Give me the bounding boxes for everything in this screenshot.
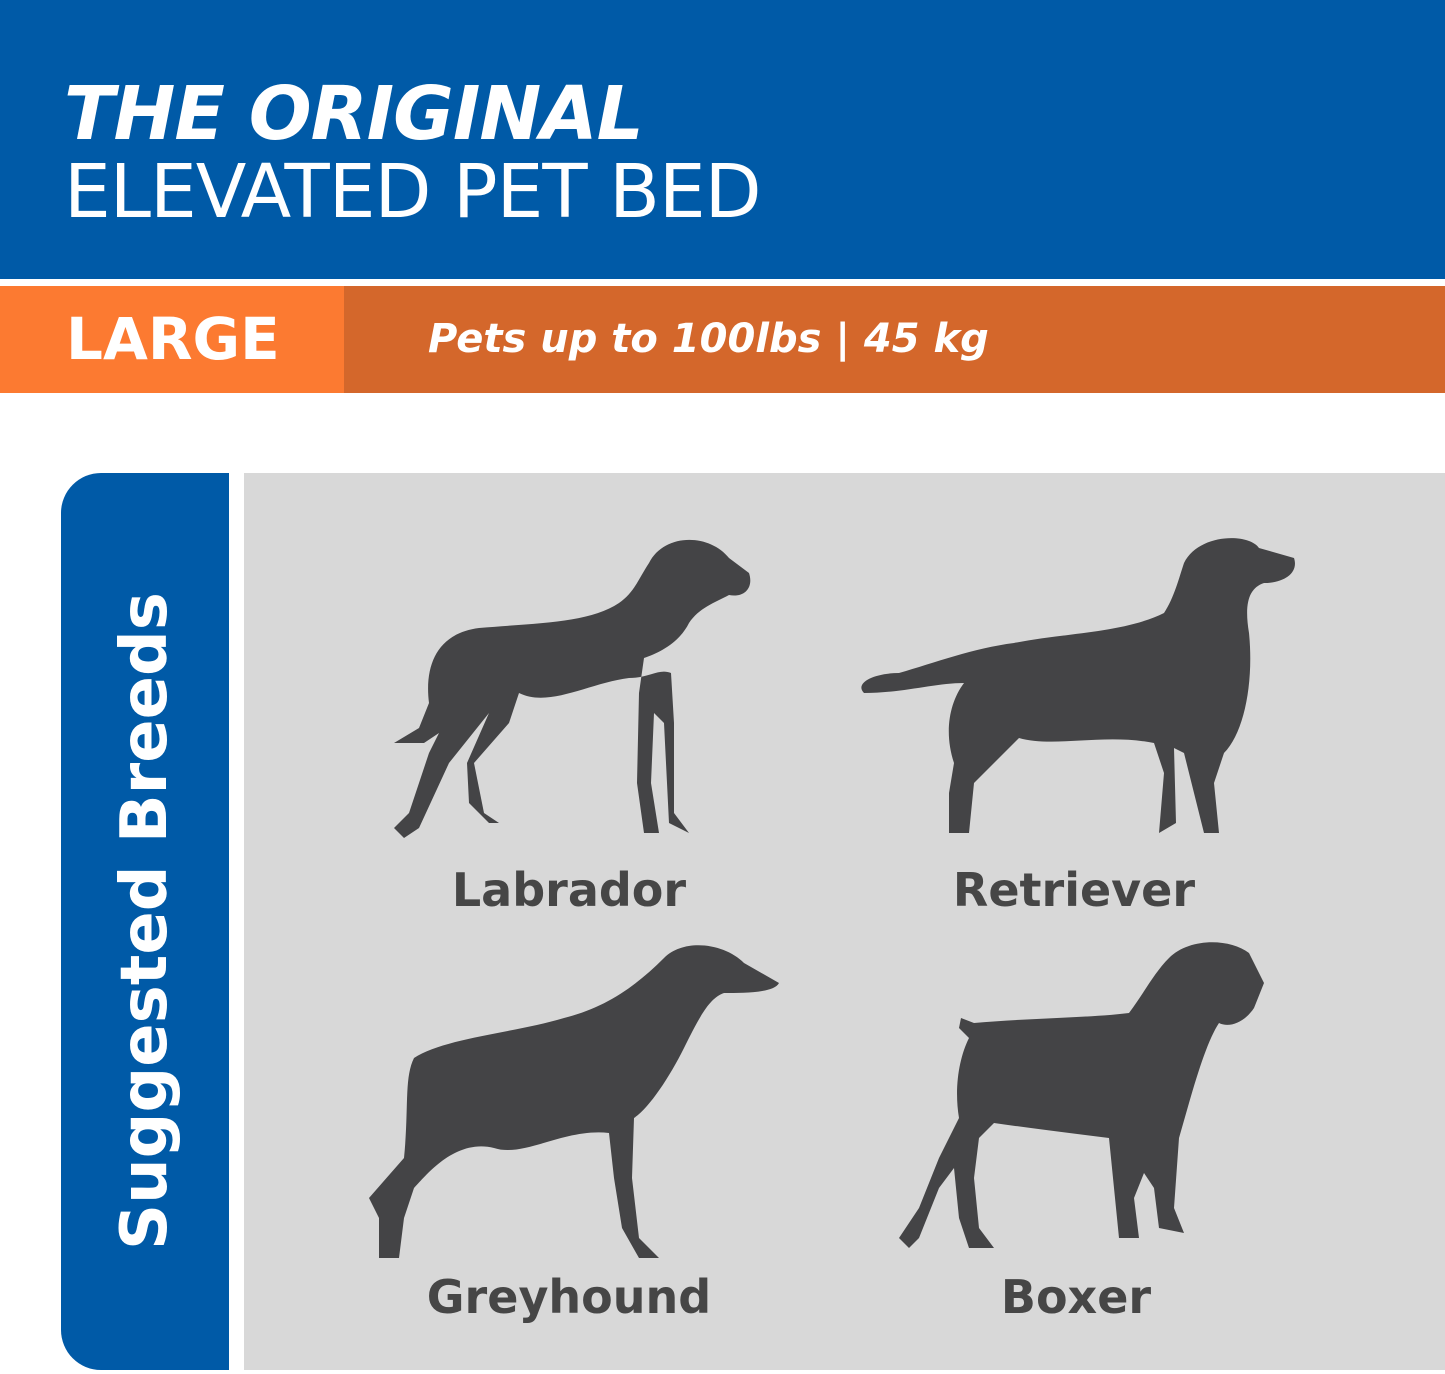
title-line-1: THE ORIGINAL xyxy=(64,71,644,157)
greyhound-silhouette-icon xyxy=(369,945,779,1258)
size-label: LARGE xyxy=(66,305,280,373)
breed-label-greyhound: Greyhound xyxy=(426,1270,712,1324)
breed-label-retriever: Retriever xyxy=(952,863,1196,917)
header-banner: THE ORIGINAL ELEVATED PET BED xyxy=(0,0,1445,279)
breed-label-labrador: Labrador xyxy=(451,863,687,917)
size-label-box: LARGE xyxy=(0,286,344,393)
breeds-grid: Labrador Retriever Greyhound Boxer xyxy=(244,473,1445,1370)
retriever-silhouette-icon xyxy=(861,538,1295,833)
breeds-heading: Suggested Breeds xyxy=(108,592,182,1250)
breeds-heading-panel: Suggested Breeds xyxy=(61,473,229,1370)
boxer-silhouette-icon xyxy=(899,942,1264,1248)
breed-label-boxer: Boxer xyxy=(1000,1270,1152,1324)
capacity-text: Pets up to 100lbs | 45 kg xyxy=(428,316,989,362)
size-band: LARGE Pets up to 100lbs | 45 kg xyxy=(0,286,1445,393)
title-line-2: ELEVATED PET BED xyxy=(64,149,762,235)
labrador-silhouette-icon xyxy=(394,539,751,838)
